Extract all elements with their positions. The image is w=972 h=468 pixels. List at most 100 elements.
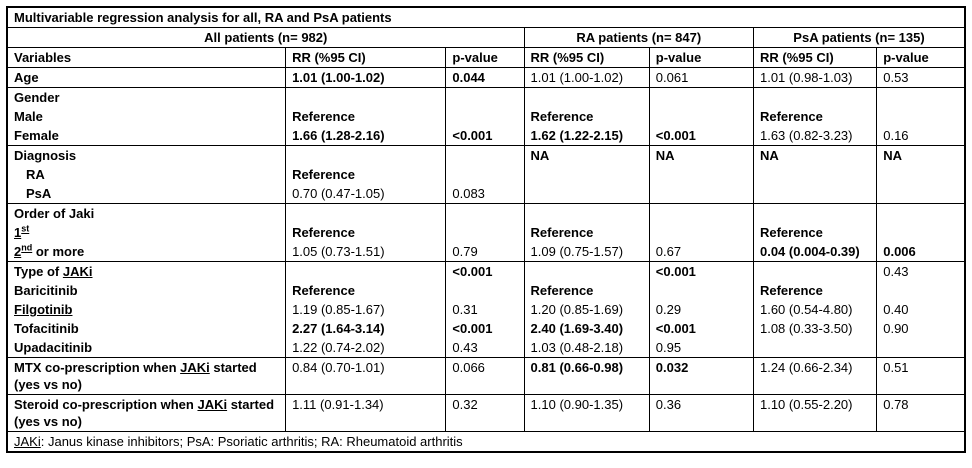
rr-all-cell: Reference	[285, 107, 446, 126]
pvalue-ra-cell: 0.36	[648, 394, 754, 432]
rr-psa-cell: 1.08 (0.33-3.50)	[752, 319, 877, 338]
row-order-of-jaki: Order of Jaki	[7, 203, 965, 223]
pvalue-ra-cell	[648, 107, 754, 126]
rr-psa-cell: 0.04 (0.004-0.39)	[752, 242, 877, 262]
pvalue-psa-cell	[876, 107, 965, 126]
pvalue-ra-cell: 0.67	[648, 242, 754, 262]
table-footnote: JAKi: Janus kinase inhibitors; PsA: Psor…	[7, 431, 965, 452]
rr-ra-cell: 1.10 (0.90-1.35)	[523, 394, 650, 432]
pvalue-psa-cell: 0.40	[876, 300, 965, 319]
variable-cell: 1st	[7, 223, 286, 242]
pvalue-psa-cell: 0.53	[876, 67, 965, 88]
pvalue-all-cell	[445, 87, 525, 107]
column-header-pvalue-all-cell: p-value	[445, 47, 525, 68]
variable-cell: Baricitinib	[14, 283, 78, 298]
pvalue-ra-cell	[648, 184, 754, 204]
pvalue-psa-cell	[876, 203, 965, 223]
cell-text: JAKi	[62, 264, 93, 279]
pvalue-psa-cell	[876, 223, 965, 242]
pvalue-ra-cell: <0.001	[648, 126, 754, 146]
pvalue-all-cell	[445, 203, 525, 223]
pvalue-all-cell	[445, 107, 525, 126]
cell-text: started (yes vs no)	[14, 397, 275, 429]
group-header-ra-patients: RA patients (n= 847)	[523, 27, 754, 48]
pvalue-all-cell: 0.083	[445, 184, 525, 204]
column-header-row: Variables RR (%95 CI) p-value RR (%95 CI) p-…	[7, 47, 965, 68]
row-baricitinib: Baricitinib Reference Reference Reference	[7, 281, 965, 300]
rr-ra-cell: Reference	[523, 281, 650, 300]
variable-cell: Tofacitinib	[14, 321, 79, 336]
pvalue-all-cell: 0.066	[445, 357, 525, 395]
variable-cell: Filgotinib	[7, 300, 286, 319]
rr-ra-cell: 1.03 (0.48-2.18)	[523, 338, 650, 358]
pvalue-psa-cell: 0.51	[876, 357, 965, 395]
row-male: Male Reference Reference Reference	[7, 107, 965, 126]
pvalue-ra-cell: 0.95	[648, 338, 754, 358]
rr-ra-cell: 1.20 (0.85-1.69)	[523, 300, 650, 319]
cell-text: started (yes vs no)	[14, 360, 257, 392]
rr-psa-cell	[752, 87, 877, 107]
pvalue-all-cell: <0.001	[445, 261, 525, 281]
pvalue-all-cell: 0.43	[445, 338, 525, 358]
pvalue-all-cell: 0.32	[445, 394, 525, 432]
variable-cell: Gender	[7, 87, 286, 107]
pvalue-ra-cell: <0.001	[648, 261, 754, 281]
pvalue-ra-cell	[648, 165, 754, 184]
rr-ra-cell: 0.81 (0.66-0.98)	[523, 357, 650, 395]
rr-psa-cell	[752, 203, 877, 223]
row-tofacitinib: Tofacitinib 2.27 (1.64-3.14) <0.001 2.40 (1…	[7, 319, 965, 338]
cell-text: Filgotinib	[14, 302, 73, 317]
rr-ra-cell: Reference	[523, 223, 650, 242]
cell-text: JAKi	[197, 397, 228, 412]
pvalue-ra-cell: <0.001	[648, 319, 754, 338]
rr-all-cell: 1.11 (0.91-1.34)	[285, 394, 446, 432]
rr-psa-cell: Reference	[752, 281, 877, 300]
rr-psa-cell: Reference	[752, 223, 877, 242]
rr-all-cell: 1.22 (0.74-2.02)	[285, 338, 446, 358]
pvalue-psa-cell	[876, 184, 965, 204]
cell-text: 2	[14, 244, 22, 259]
row-upadacitinib: Upadacitinib 1.22 (0.74-2.02) 0.43 1.03 (0.…	[7, 338, 965, 358]
row-diagnosis-ra: RA Reference	[7, 165, 965, 184]
pvalue-ra-cell: 0.032	[648, 357, 754, 395]
rr-all-cell	[285, 145, 446, 165]
rr-all-cell: Reference	[285, 223, 446, 242]
pvalue-psa-cell: 0.43	[876, 261, 965, 281]
pvalue-ra-cell	[648, 223, 754, 242]
pvalue-psa-cell	[876, 338, 965, 358]
rr-all-cell: 1.66 (1.28-2.16)	[285, 126, 446, 146]
row-mtx-coprescription: MTX co-prescription when JAKi started (y…	[7, 357, 965, 395]
cell-text: : Janus kinase inhibitors; PsA: Psoriati…	[40, 434, 463, 449]
rr-ra-cell	[523, 184, 650, 204]
pvalue-ra-cell	[648, 87, 754, 107]
variable-cell: Male	[14, 109, 43, 124]
row-jaki-1st: 1st Reference Reference Reference	[7, 223, 965, 242]
variable-cell: PsA	[26, 186, 52, 201]
regression-table: Multivariable regression analysis for al…	[6, 6, 966, 453]
rr-psa-cell	[752, 261, 877, 281]
rr-psa-cell: 1.10 (0.55-2.20)	[752, 394, 877, 432]
rr-psa-cell: 1.24 (0.66-2.34)	[752, 357, 877, 395]
pvalue-ra-cell: 0.061	[648, 67, 754, 88]
group-header-all-patients: All patients (n= 982)	[7, 27, 525, 48]
column-header-pvalue-psa-cell: p-value	[876, 47, 965, 68]
column-header-rr-psa-cell: RR (%95 CI)	[752, 47, 877, 68]
variable-cell: Steroid co-prescription when JAKi starte…	[7, 394, 286, 432]
rr-all-cell	[285, 203, 446, 223]
rr-all-cell: Reference	[285, 165, 446, 184]
rr-psa-cell: 1.60 (0.54-4.80)	[752, 300, 877, 319]
pvalue-all-cell	[445, 165, 525, 184]
pvalue-psa-cell	[876, 87, 965, 107]
pvalue-psa-cell: 0.78	[876, 394, 965, 432]
cell-text: Steroid co-prescription when	[14, 397, 198, 412]
pvalue-all-cell	[445, 145, 525, 165]
table-title-row: Multivariable regression analysis for al…	[7, 7, 965, 28]
column-header-rr-ra-cell: RR (%95 CI)	[523, 47, 650, 68]
cell-text: JAKi	[14, 434, 41, 449]
pvalue-all-cell: 0.044	[445, 67, 525, 88]
cell-text: or more	[32, 244, 85, 259]
pvalue-all-cell: <0.001	[445, 126, 525, 146]
row-age: Age 1.01 (1.00-1.02) 0.044 1.01 (1.00-1.02)…	[7, 67, 965, 88]
row-steroid-coprescription: Steroid co-prescription when JAKi starte…	[7, 394, 965, 432]
